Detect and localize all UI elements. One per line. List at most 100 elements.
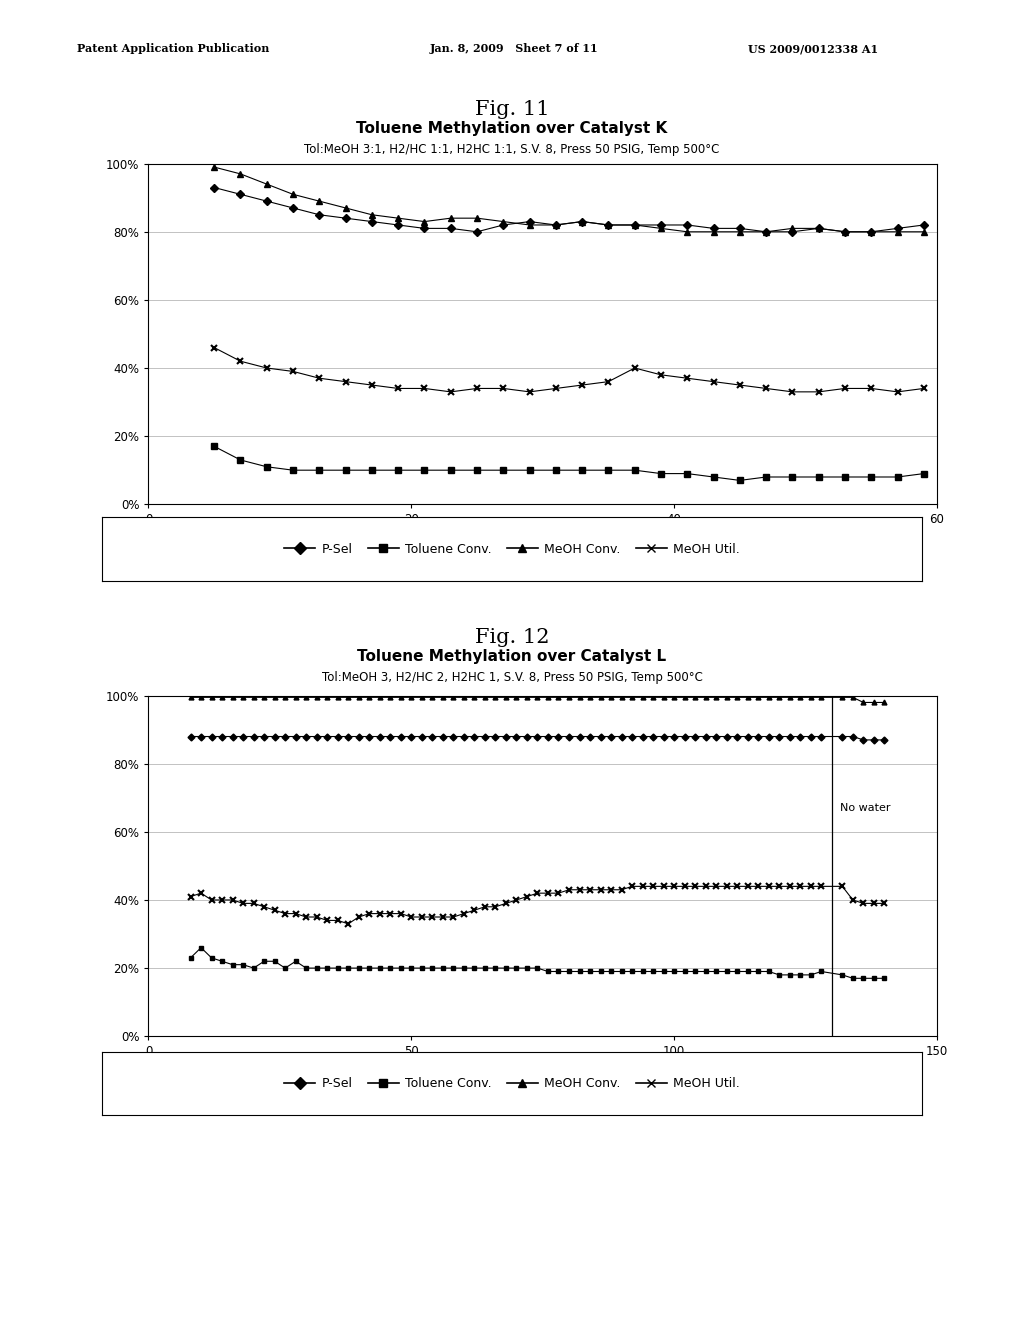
MeOH Util. bbox=[184, 888, 197, 904]
P-Sel bbox=[392, 216, 404, 232]
MeOH Util. bbox=[786, 384, 799, 400]
P-Sel bbox=[287, 201, 299, 216]
MeOH Util. bbox=[741, 878, 754, 894]
P-Sel bbox=[444, 220, 457, 236]
MeOH Conv. bbox=[602, 216, 614, 232]
P-Sel bbox=[208, 180, 220, 195]
P-Sel bbox=[550, 216, 562, 232]
MeOH Conv. bbox=[815, 689, 827, 705]
P-Sel bbox=[260, 193, 272, 209]
MeOH Conv. bbox=[857, 694, 869, 710]
Toluene Conv. bbox=[234, 451, 247, 467]
MeOH Util. bbox=[364, 906, 376, 921]
MeOH Conv. bbox=[839, 224, 851, 240]
MeOH Util. bbox=[602, 374, 614, 389]
MeOH Conv. bbox=[184, 689, 197, 705]
Toluene Conv. bbox=[366, 462, 378, 478]
P-Sel bbox=[918, 216, 930, 232]
MeOH Util. bbox=[208, 339, 220, 355]
MeOH Conv. bbox=[733, 224, 745, 240]
P-Sel bbox=[184, 729, 197, 744]
MeOH Conv. bbox=[629, 216, 641, 232]
Toluene Conv. bbox=[839, 469, 851, 484]
Toluene Conv. bbox=[406, 960, 418, 975]
P-Sel bbox=[498, 216, 510, 232]
P-Sel bbox=[879, 733, 891, 748]
Toluene Conv. bbox=[340, 462, 352, 478]
MeOH Conv. bbox=[313, 193, 326, 209]
MeOH Conv. bbox=[760, 224, 772, 240]
Toluene Conv. bbox=[760, 469, 772, 484]
Text: Fig. 12: Fig. 12 bbox=[475, 628, 549, 647]
Toluene Conv. bbox=[891, 469, 904, 484]
Toluene Conv. bbox=[260, 459, 272, 475]
MeOH Conv. bbox=[523, 216, 536, 232]
MeOH Conv. bbox=[681, 224, 693, 240]
P-Sel bbox=[655, 216, 668, 232]
Line: MeOH Util.: MeOH Util. bbox=[187, 883, 888, 927]
MeOH Util. bbox=[366, 378, 378, 393]
MeOH Conv. bbox=[708, 224, 720, 240]
MeOH Util. bbox=[340, 374, 352, 389]
Toluene Conv. bbox=[195, 940, 207, 956]
MeOH Util. bbox=[575, 378, 588, 393]
MeOH Conv. bbox=[550, 216, 562, 232]
Legend: P-Sel, Toluene Conv., MeOH Conv., MeOH Util.: P-Sel, Toluene Conv., MeOH Conv., MeOH U… bbox=[280, 1072, 744, 1096]
Toluene Conv. bbox=[847, 970, 859, 986]
P-Sel bbox=[575, 214, 588, 230]
Toluene Conv. bbox=[865, 469, 878, 484]
Text: Toluene Methylation over Catalyst L: Toluene Methylation over Catalyst L bbox=[357, 649, 667, 664]
MeOH Util. bbox=[418, 380, 430, 396]
MeOH Conv. bbox=[392, 210, 404, 226]
P-Sel bbox=[234, 186, 247, 202]
MeOH Util. bbox=[237, 895, 249, 911]
MeOH Util. bbox=[813, 384, 825, 400]
Toluene Conv. bbox=[602, 462, 614, 478]
X-axis label: T.O.S. (hr): T.O.S. (hr) bbox=[510, 532, 575, 545]
MeOH Util. bbox=[444, 384, 457, 400]
MeOH Util. bbox=[313, 371, 326, 387]
P-Sel bbox=[340, 210, 352, 226]
Toluene Conv. bbox=[550, 462, 562, 478]
P-Sel bbox=[681, 216, 693, 232]
MeOH Conv. bbox=[234, 166, 247, 182]
MeOH Util. bbox=[708, 374, 720, 389]
P-Sel bbox=[815, 729, 827, 744]
P-Sel bbox=[857, 733, 869, 748]
Line: Toluene Conv.: Toluene Conv. bbox=[188, 945, 887, 981]
P-Sel bbox=[629, 216, 641, 232]
Toluene Conv. bbox=[471, 462, 483, 478]
Line: MeOH Util.: MeOH Util. bbox=[211, 345, 928, 395]
Line: P-Sel: P-Sel bbox=[188, 734, 887, 742]
Toluene Conv. bbox=[287, 462, 299, 478]
MeOH Util. bbox=[626, 878, 638, 894]
Text: Tol:MeOH 3, H2/HC 2, H2HC 1, S.V. 8, Press 50 PSIG, Temp 500°C: Tol:MeOH 3, H2/HC 2, H2HC 1, S.V. 8, Pre… bbox=[322, 671, 702, 684]
MeOH Util. bbox=[392, 380, 404, 396]
MeOH Util. bbox=[234, 354, 247, 370]
P-Sel bbox=[602, 216, 614, 232]
MeOH Util. bbox=[918, 380, 930, 396]
MeOH Util. bbox=[498, 380, 510, 396]
P-Sel bbox=[352, 729, 365, 744]
P-Sel bbox=[471, 224, 483, 240]
P-Sel bbox=[313, 207, 326, 223]
MeOH Util. bbox=[342, 916, 354, 932]
P-Sel bbox=[523, 214, 536, 230]
Line: MeOH Conv.: MeOH Conv. bbox=[211, 164, 927, 235]
MeOH Conv. bbox=[879, 694, 891, 710]
MeOH Conv. bbox=[340, 201, 352, 216]
MeOH Conv. bbox=[352, 689, 365, 705]
Toluene Conv. bbox=[575, 462, 588, 478]
Toluene Conv. bbox=[500, 960, 512, 975]
Toluene Conv. bbox=[364, 960, 376, 975]
Toluene Conv. bbox=[629, 462, 641, 478]
MeOH Conv. bbox=[418, 214, 430, 230]
Line: MeOH Conv.: MeOH Conv. bbox=[188, 694, 887, 705]
MeOH Util. bbox=[471, 380, 483, 396]
MeOH Conv. bbox=[498, 214, 510, 230]
MeOH Util. bbox=[550, 380, 562, 396]
Toluene Conv. bbox=[184, 950, 197, 966]
Toluene Conv. bbox=[879, 970, 891, 986]
MeOH Conv. bbox=[287, 186, 299, 202]
MeOH Conv. bbox=[865, 224, 878, 240]
